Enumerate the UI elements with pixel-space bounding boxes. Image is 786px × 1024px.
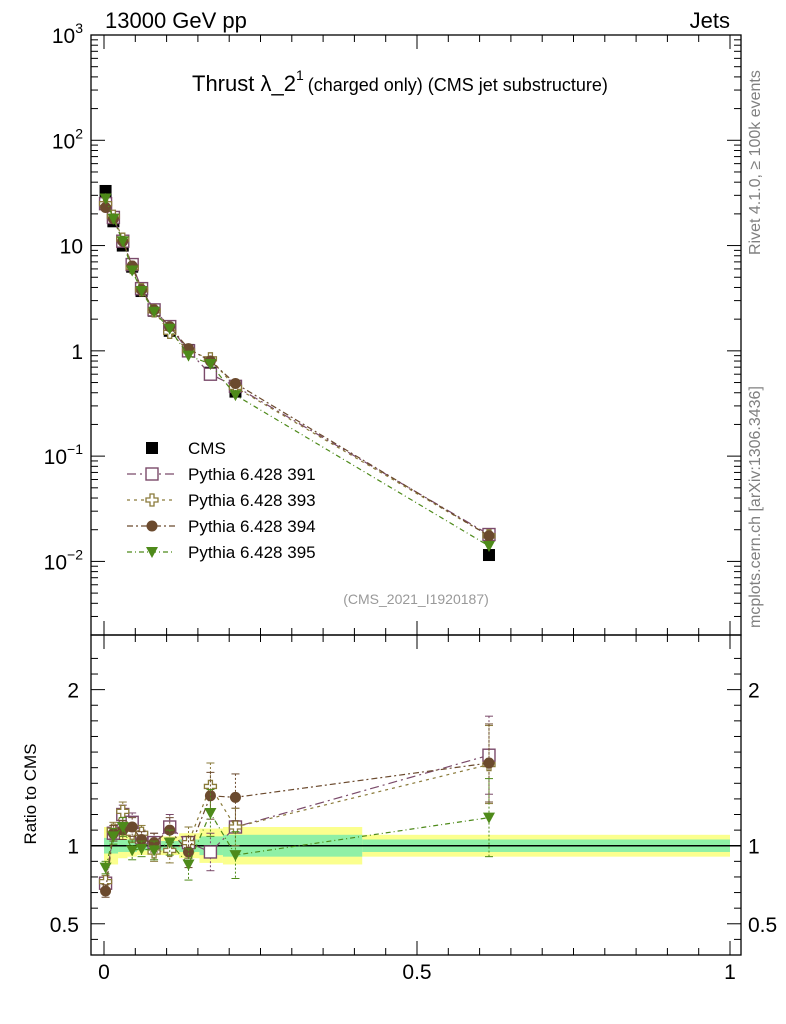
chart-title-main: Thrust λ_2: [192, 71, 296, 96]
data-point: [135, 286, 148, 298]
legend-item: Pythia 6.428 393: [127, 491, 316, 510]
ratio-data-point: [483, 757, 495, 769]
legend-label: Pythia 6.428 394: [188, 517, 316, 536]
ratio-series-line: [104, 762, 490, 892]
y-tick-label-exponent: 3: [75, 20, 83, 36]
ratio-y-tick-label: 2: [67, 680, 79, 703]
process-label: Jets: [690, 8, 730, 33]
data-point: [482, 541, 495, 553]
ratio-series-pythia-6-428-394: [100, 723, 495, 898]
y-tick-label-exponent: −2: [67, 546, 83, 562]
y-tick-label-exponent: −1: [67, 441, 83, 457]
analysis-id-label: (CMS_2021_I1920187): [343, 591, 489, 607]
ratio-panel: 0 0.5 1 0.5 0.5 1 1 2 2: [50, 634, 777, 984]
y-tick-label-base: 10: [44, 551, 67, 574]
x-tick-label: 1: [724, 961, 736, 984]
ratio-y-tick-label: 0.5: [50, 914, 79, 937]
ratio-y-tick-label-right: 1: [748, 836, 760, 859]
data-point: [229, 377, 241, 389]
x-tick-label: 0: [98, 961, 110, 984]
ratio-data-point: [163, 837, 176, 849]
legend-item: Pythia 6.428 395: [127, 543, 316, 562]
series-pythia-6-428-391: [98, 196, 496, 542]
legend-item: Pythia 6.428 391: [127, 465, 316, 484]
data-point: [483, 530, 495, 542]
ratio-y-tick-label: 1: [67, 836, 79, 859]
series-line: [105, 203, 490, 536]
data-point: [203, 367, 218, 381]
legend-label: Pythia 6.428 393: [188, 491, 316, 510]
legend-marker: [145, 467, 159, 481]
y-tick-label: 10: [60, 236, 83, 259]
y-tick-label-base: 10: [44, 446, 67, 469]
mcplots-label: mcplots.cern.ch [arXiv:1306.3436]: [747, 386, 764, 628]
ratio-data-point: [136, 833, 148, 845]
ratio-data-point: [204, 807, 217, 819]
ratio-data-point: [99, 862, 112, 874]
chart-title-superscript: 1: [296, 67, 304, 83]
ratio-frame: [90, 634, 742, 956]
ratio-data-point: [204, 790, 216, 802]
ratio-data-point: [126, 845, 139, 857]
y-tick-label: 10−2: [44, 546, 84, 574]
legend-marker: [146, 547, 158, 558]
data-point: [116, 236, 129, 248]
ratio-axis-label: Ratio to CMS: [21, 743, 40, 844]
ratio-data-point: [148, 845, 161, 857]
ratio-data-point: [100, 885, 112, 897]
ratio-data-point: [229, 791, 241, 803]
data-point: [107, 213, 120, 225]
legend-marker: [146, 520, 158, 532]
data-point: [163, 323, 176, 335]
data-point: [182, 350, 195, 362]
y-tick-label: 103: [52, 20, 83, 48]
legend-item: Pythia 6.428 394: [127, 517, 316, 536]
x-tick-label: 0.5: [402, 961, 431, 984]
data-point: [482, 549, 495, 562]
data-point: [204, 359, 217, 371]
legend-label: Pythia 6.428 395: [188, 543, 316, 562]
ratio-data-point: [107, 831, 120, 843]
data-point: [100, 201, 112, 213]
ratio-data-point: [135, 843, 148, 855]
ratio-y-tick-label-right: 2: [748, 680, 760, 703]
y-tick-label: 1: [71, 341, 83, 364]
y-tick-label-exponent: 2: [75, 125, 83, 141]
ratio-data-point: [228, 820, 243, 834]
y-tick-label: 102: [52, 125, 83, 153]
ratio-series-pythia-6-428-395: [99, 778, 495, 881]
y-tick-label-base: 10: [52, 25, 75, 48]
ratio-data-point: [229, 850, 242, 862]
legend: CMS Pythia 6.428 391 Pythia 6.428 393 Pythi…: [127, 439, 316, 562]
data-point: [229, 390, 242, 402]
series-line: [105, 207, 490, 537]
ratio-data-point: [203, 845, 218, 859]
energy-label: 13000 GeV pp: [105, 8, 247, 33]
data-point: [126, 265, 139, 277]
legend-label: Pythia 6.428 391: [188, 465, 316, 484]
ratio-data-point: [126, 821, 138, 833]
legend-marker: [146, 442, 158, 454]
ratio-data-point: [116, 822, 129, 833]
data-point: [99, 193, 112, 205]
y-tick-label: 10−1: [44, 441, 84, 469]
chart-title: Thrust λ_21 (charged only) (CMS jet subst…: [192, 67, 608, 96]
series-pythia-6-428-395: [99, 193, 495, 553]
data-point: [148, 306, 161, 318]
legend-item: CMS: [146, 439, 226, 458]
ratio-y-tick-label-right: 0.5: [748, 914, 777, 937]
chart-title-suffix: (charged only) (CMS jet substructure): [308, 75, 608, 95]
ratio-data-point: [182, 859, 195, 871]
ratio-data-point: [482, 812, 495, 824]
series-line: [105, 203, 490, 537]
y-tick-label-base: 10: [52, 130, 75, 153]
legend-label: CMS: [188, 439, 226, 458]
rivet-version-label: Rivet 4.1.0, ≥ 100k events: [747, 70, 764, 255]
legend-marker: [145, 493, 159, 507]
